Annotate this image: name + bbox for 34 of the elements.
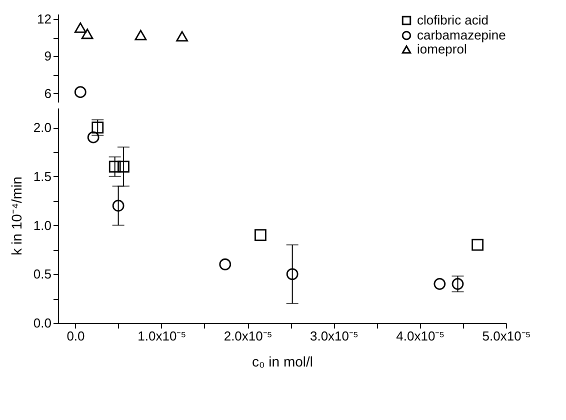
y-tick-label: 2.0 (33, 120, 52, 136)
x-tick-label: 3.0x10⁻⁵ (310, 328, 358, 344)
y-tick-label: 1.0 (33, 218, 52, 233)
point (92, 122, 104, 134)
point (254, 229, 266, 241)
point (134, 30, 147, 40)
y-tick-label: 12 (37, 11, 52, 26)
y-tick-label: 0.5 (33, 266, 52, 282)
y-tick-label: 6 (44, 86, 52, 101)
legend-label: clofibric acid (417, 12, 489, 28)
point (118, 160, 130, 173)
legend-label: iomeprol (417, 42, 467, 56)
point (219, 258, 232, 270)
x-tick-label: 2.0x10⁻⁵ (224, 328, 272, 344)
x-tick-label: 5.0x10⁻⁵ (482, 328, 531, 344)
point (108, 160, 121, 173)
point (74, 86, 86, 98)
y-tick-label: 9 (44, 48, 52, 64)
x-tick-label: 0.0 (66, 328, 85, 344)
point (74, 22, 86, 33)
y-tick-label: 0.0 (33, 316, 52, 330)
x-tick-label: 1.0x10⁻⁵ (138, 328, 186, 344)
point (112, 200, 124, 212)
point (81, 28, 94, 40)
point (452, 278, 464, 290)
y-axis-title: k in 10⁻⁴/min (8, 176, 24, 256)
x-tick-label: 4.0x10⁻⁵ (396, 328, 445, 344)
y-tick-label: 1.5 (33, 168, 52, 184)
point (434, 278, 446, 290)
point (286, 268, 298, 280)
point (176, 31, 188, 42)
legend-label: carbamazepine (417, 28, 506, 42)
point (472, 238, 484, 251)
x-axis-title: c₀ in mol/l (252, 354, 314, 370)
